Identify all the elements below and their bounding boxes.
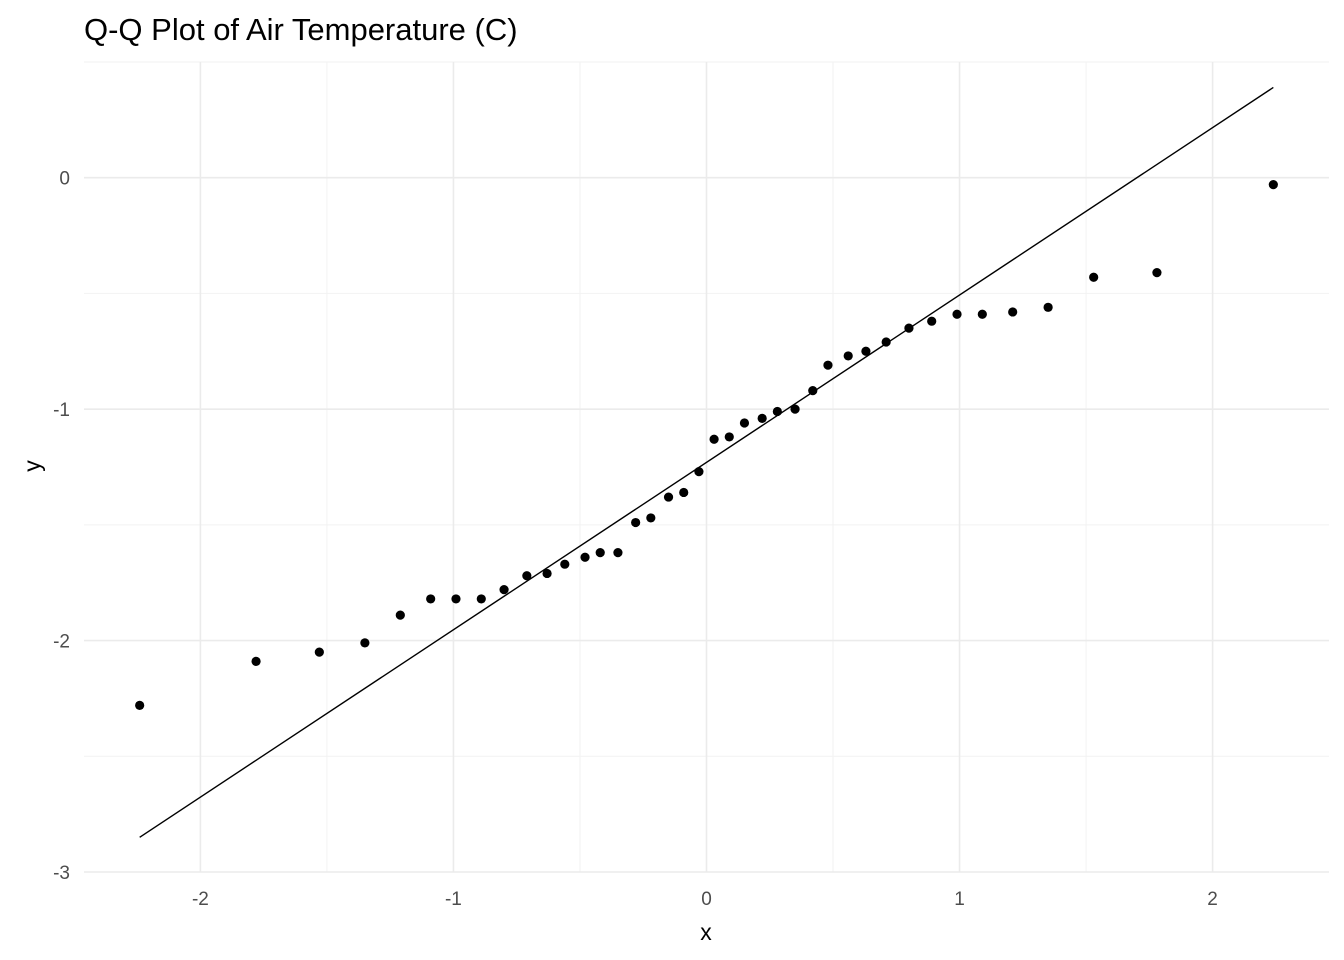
data-point	[1008, 307, 1018, 317]
data-point	[595, 548, 605, 558]
data-points	[135, 180, 1278, 710]
data-point	[772, 406, 782, 417]
data-point	[952, 309, 962, 319]
data-point	[560, 559, 570, 569]
chart-title: Q-Q Plot of Air Temperature (C)	[84, 12, 518, 47]
data-point	[1268, 180, 1278, 190]
data-point	[476, 594, 486, 604]
grid-major	[84, 62, 1329, 873]
data-point	[679, 487, 689, 498]
data-point	[580, 552, 590, 562]
data-point	[808, 386, 818, 396]
x-tick-label: -1	[445, 889, 462, 910]
data-point	[631, 517, 641, 528]
data-point	[724, 432, 734, 442]
y-tick-label: -1	[53, 400, 70, 421]
data-point	[977, 309, 987, 319]
data-point	[861, 346, 871, 356]
data-point	[499, 585, 509, 595]
data-point	[823, 360, 833, 370]
data-point	[694, 467, 704, 477]
x-tick-label: 0	[701, 889, 712, 910]
data-point	[451, 594, 461, 604]
data-point	[426, 594, 436, 604]
data-point	[542, 568, 552, 579]
data-point	[251, 656, 261, 667]
data-point	[843, 351, 853, 361]
data-point	[646, 513, 656, 523]
data-point	[739, 418, 750, 428]
x-tick-labels: -2 -1 0 1 2	[192, 889, 1218, 910]
data-point	[395, 610, 405, 620]
data-point	[663, 492, 674, 502]
y-axis-title: y	[19, 460, 45, 472]
data-point	[314, 647, 324, 657]
data-point	[904, 323, 914, 333]
data-point	[1089, 272, 1099, 282]
qq-reference-line	[139, 86, 1274, 838]
data-point	[360, 638, 370, 648]
reference-line	[139, 86, 1274, 838]
data-point	[881, 337, 891, 347]
x-tick-label: -2	[192, 889, 209, 910]
data-point	[613, 548, 623, 558]
data-point	[709, 434, 719, 444]
data-point	[1043, 302, 1053, 312]
data-point	[790, 404, 800, 414]
y-tick-label: 0	[59, 169, 70, 190]
y-tick-labels: -3 -2 -1 0	[53, 169, 70, 884]
y-tick-label: -3	[53, 863, 70, 884]
data-point	[927, 316, 937, 326]
data-point	[135, 700, 145, 710]
x-tick-label: 2	[1207, 889, 1218, 910]
data-point	[522, 571, 532, 581]
x-tick-label: 1	[954, 889, 965, 910]
y-tick-label: -2	[53, 632, 70, 653]
data-point	[1152, 268, 1162, 278]
data-point	[757, 413, 767, 423]
x-axis-title: x	[700, 919, 712, 945]
